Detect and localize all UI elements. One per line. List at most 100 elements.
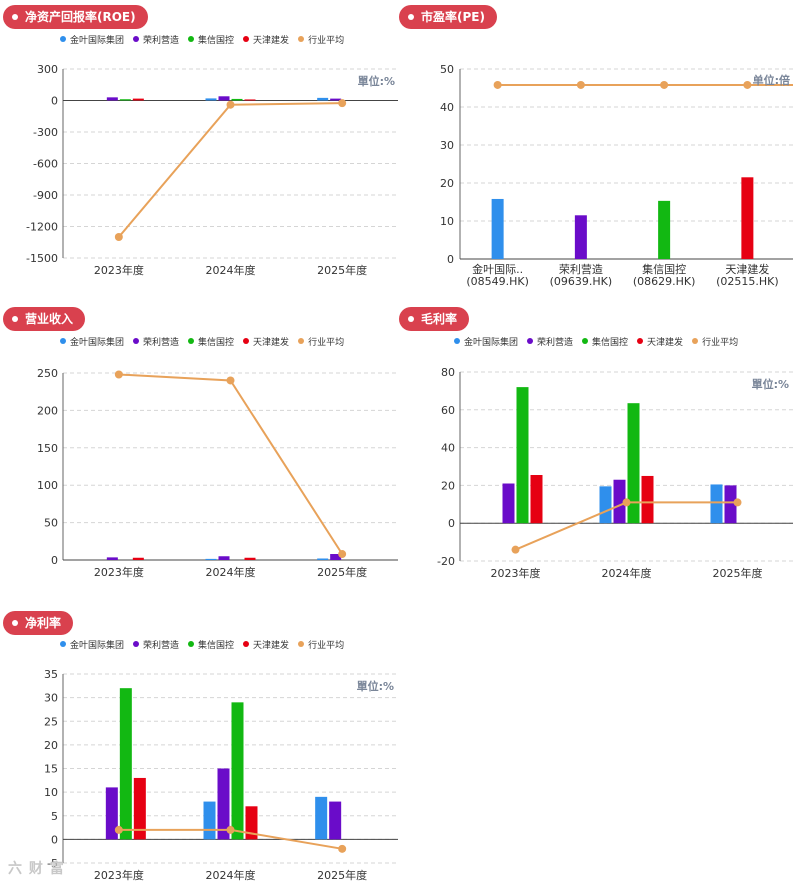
average-point[interactable]	[622, 498, 631, 507]
bar[interactable]	[530, 475, 543, 524]
average-point[interactable]	[338, 844, 347, 853]
bar[interactable]	[231, 702, 244, 840]
legend-item[interactable]: 集信国控	[188, 638, 234, 651]
y-tick-label: -1500	[26, 252, 58, 265]
bullet-icon	[12, 14, 18, 20]
bar[interactable]	[315, 796, 328, 840]
legend-label: 集信国控	[198, 36, 235, 46]
bar[interactable]	[317, 97, 329, 101]
legend-item[interactable]: 天津建发	[243, 638, 289, 651]
bar[interactable]	[106, 557, 118, 560]
legend-item[interactable]: 行业平均	[298, 335, 344, 348]
bar[interactable]	[244, 99, 256, 101]
bar[interactable]	[218, 556, 230, 560]
bar[interactable]	[502, 483, 515, 524]
bar[interactable]	[218, 96, 230, 101]
bar[interactable]	[710, 484, 723, 524]
bar[interactable]	[217, 768, 230, 840]
legend-item[interactable]: 金叶国际集团	[60, 33, 124, 46]
legend-label: 集信国控	[198, 641, 235, 651]
average-point[interactable]	[226, 376, 235, 385]
legend-item[interactable]: 天津建发	[637, 335, 683, 348]
roe-legend[interactable]: 金叶国际集团 荣利营造 集信国控 天津建发 行业平均	[60, 33, 353, 46]
legend-label: 金叶国际集团	[70, 338, 125, 348]
bar[interactable]	[724, 485, 737, 524]
average-point[interactable]	[576, 80, 585, 89]
y-tick-label: 5	[51, 810, 58, 823]
bar[interactable]	[203, 801, 216, 840]
y-tick-label: -5	[47, 857, 58, 870]
legend-item[interactable]: 荣利营造	[133, 33, 179, 46]
legend-item[interactable]: 行业平均	[692, 335, 738, 348]
average-point[interactable]	[733, 498, 742, 507]
bar[interactable]	[245, 806, 258, 840]
legend-swatch-icon	[298, 36, 305, 42]
gross-legend[interactable]: 金叶国际集团 荣利营造 集信国控 天津建发 行业平均	[454, 335, 747, 348]
legend-label: 天津建发	[253, 338, 290, 348]
average-point[interactable]	[114, 825, 123, 834]
bar[interactable]	[658, 200, 671, 259]
average-point[interactable]	[226, 100, 235, 109]
bar[interactable]	[132, 557, 144, 560]
revenue-legend[interactable]: 金叶国际集团 荣利营造 集信国控 天津建发 行业平均	[60, 335, 353, 348]
bar[interactable]	[244, 557, 256, 560]
bar[interactable]	[330, 554, 342, 560]
x-tick-label: 2023年度	[94, 263, 144, 277]
legend-item[interactable]: 金叶国际集团	[60, 335, 124, 348]
legend-swatch-icon	[60, 338, 66, 344]
legend-item[interactable]: 荣利营造	[133, 335, 179, 348]
legend-item[interactable]: 集信国控	[188, 33, 234, 46]
bar[interactable]	[231, 98, 243, 101]
bar[interactable]	[205, 98, 217, 101]
legend-swatch-icon	[692, 338, 699, 344]
average-point[interactable]	[743, 80, 752, 89]
legend-item[interactable]: 金叶国际集团	[60, 638, 124, 651]
bar[interactable]	[330, 98, 342, 101]
average-point[interactable]	[114, 370, 123, 379]
average-point[interactable]	[660, 80, 669, 89]
bar[interactable]	[132, 98, 144, 101]
bar[interactable]	[491, 198, 504, 259]
legend-item[interactable]: 荣利营造	[133, 638, 179, 651]
legend-item[interactable]: 集信国控	[188, 335, 234, 348]
y-tick-label: 25	[44, 715, 58, 728]
x-tick-label: 2025年度	[317, 565, 367, 579]
bar[interactable]	[317, 558, 329, 560]
legend-item[interactable]: 天津建发	[243, 335, 289, 348]
legend-swatch-icon	[243, 338, 250, 344]
bar[interactable]	[119, 688, 132, 840]
average-point[interactable]	[338, 550, 347, 559]
average-point[interactable]	[226, 825, 235, 834]
pe-chart: 50 40 30 20 10 0 金叶国际..(08549.HK) 荣利营造(09639.HK…	[440, 63, 793, 288]
legend-label: 行业平均	[308, 36, 345, 46]
bar[interactable]	[599, 486, 612, 524]
average-point[interactable]	[338, 99, 347, 108]
bar[interactable]	[516, 387, 529, 524]
bar[interactable]	[205, 558, 217, 560]
legend-item[interactable]: 金叶国际集团	[454, 335, 518, 348]
bar[interactable]	[741, 177, 754, 259]
bar[interactable]	[329, 801, 342, 840]
net-legend[interactable]: 金叶国际集团 荣利营造 集信国控 天津建发 行业平均	[60, 638, 353, 651]
y-tick-label: 0	[448, 517, 455, 530]
bar[interactable]	[105, 787, 118, 840]
bar[interactable]	[613, 479, 626, 524]
bar[interactable]	[574, 215, 587, 259]
bar[interactable]	[133, 777, 146, 840]
bar[interactable]	[119, 99, 131, 101]
bar[interactable]	[641, 475, 654, 524]
legend-swatch-icon	[188, 641, 195, 647]
legend-item[interactable]: 天津建发	[243, 33, 289, 46]
legend-item[interactable]: 荣利营造	[527, 335, 573, 348]
legend-item[interactable]: 集信国控	[582, 335, 628, 348]
bar[interactable]	[627, 403, 640, 524]
legend-item[interactable]: 行业平均	[298, 638, 344, 651]
average-point[interactable]	[493, 80, 502, 89]
bar[interactable]	[106, 97, 118, 101]
gross-chart: 80 60 40 20 0 -20 2023年度 2024年度 2025年度 單位:%	[437, 366, 793, 580]
legend-item[interactable]: 行业平均	[298, 33, 344, 46]
x-tick-label: 2024年度	[602, 566, 652, 580]
average-point[interactable]	[511, 545, 520, 554]
legend-swatch-icon	[60, 36, 66, 42]
average-point[interactable]	[114, 233, 123, 241]
